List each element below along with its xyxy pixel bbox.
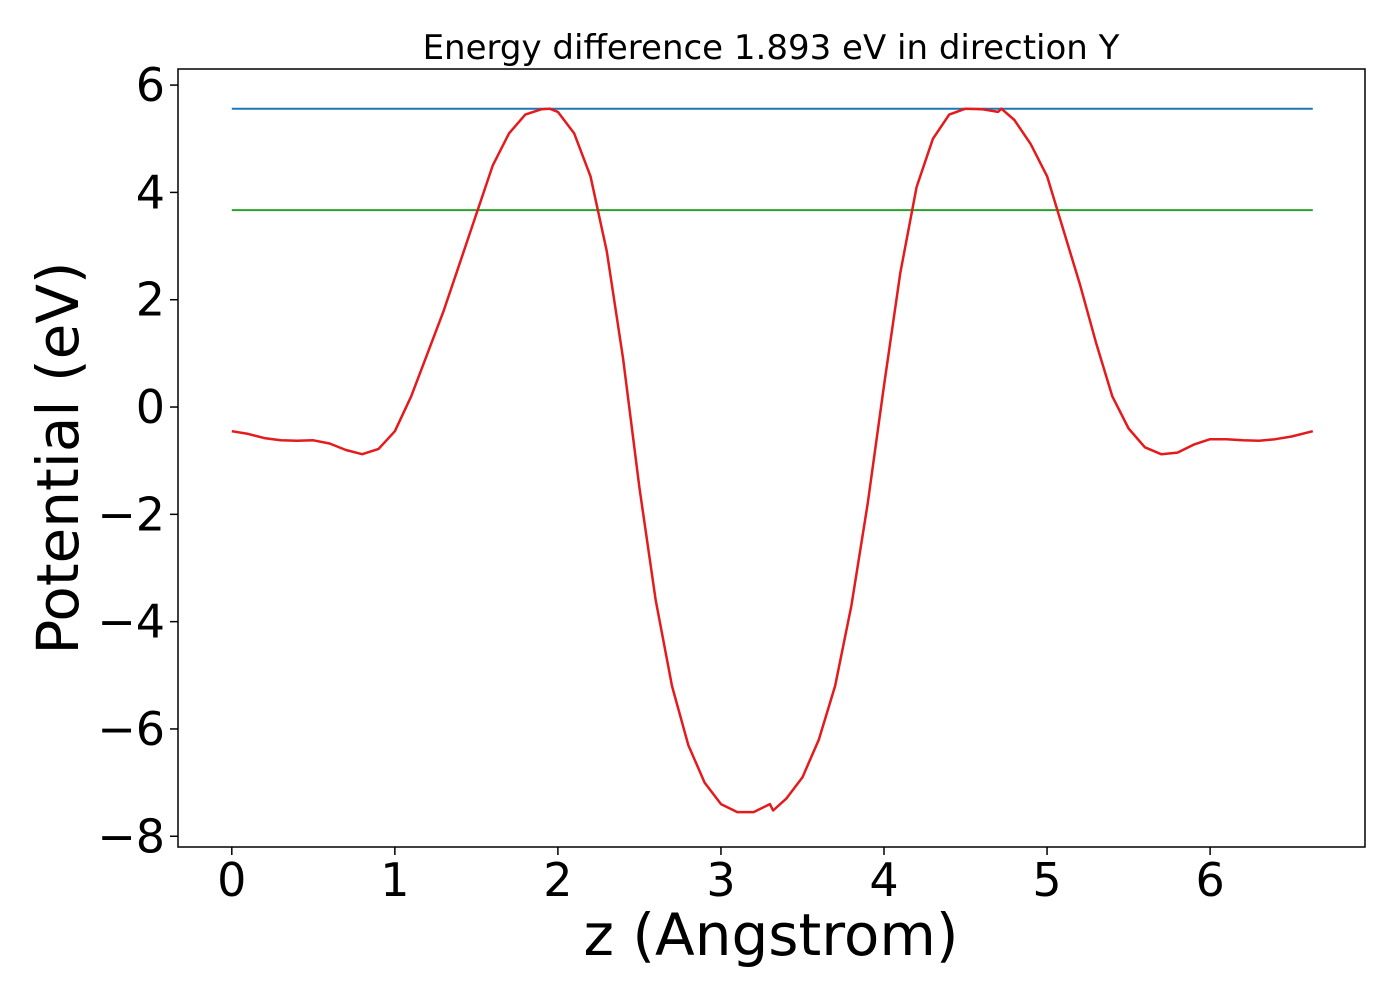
x-tick-label: 1 (380, 853, 409, 907)
x-tick-label: 0 (217, 853, 246, 907)
y-tick-label: −8 (97, 809, 165, 863)
y-tick-label: 6 (136, 58, 165, 112)
x-tick-label: 3 (706, 853, 735, 907)
x-tick-label: 2 (543, 853, 572, 907)
y-axis-label: Potential (eV) (24, 261, 92, 654)
series-layer (231, 107, 1314, 814)
y-axis: 6 4 2 0 −2 −4 −6 −8 (97, 58, 178, 863)
x-tick-label: 4 (869, 853, 898, 907)
x-tick-label: 5 (1032, 853, 1061, 907)
x-axis: 0 1 2 3 4 5 6 (217, 847, 1225, 907)
plot-frame (177, 68, 1366, 848)
y-tick-label: −2 (97, 487, 165, 541)
series-line-3 (231, 107, 1314, 814)
y-tick-label: −4 (97, 595, 165, 649)
y-tick-label: 2 (136, 273, 165, 327)
x-tick-label: 6 (1195, 853, 1224, 907)
chart-title: Energy difference 1.893 eV in direction … (423, 28, 1120, 68)
y-tick-label: −6 (97, 702, 165, 756)
y-tick-label: 4 (136, 165, 165, 219)
y-tick-label: 0 (136, 380, 165, 434)
x-axis-label: z (Angstrom) (584, 901, 959, 969)
